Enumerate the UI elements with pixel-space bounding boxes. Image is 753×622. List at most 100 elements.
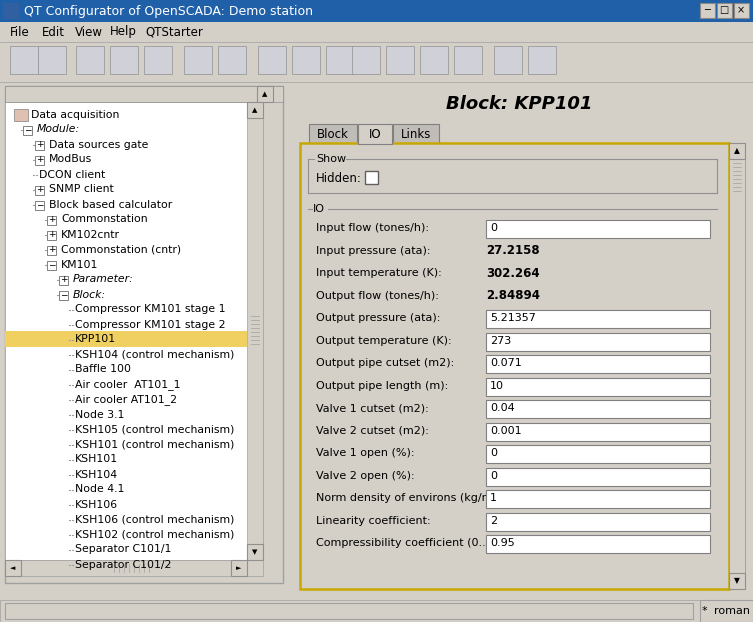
Text: Links: Links [401, 128, 431, 141]
Bar [486, 445, 710, 463]
Bar [486, 310, 710, 328]
Bar [486, 468, 710, 486]
Text: Output pipe length (m):: Output pipe length (m): [316, 381, 448, 391]
Bar [184, 46, 212, 74]
Text: Edit: Edit [42, 26, 65, 39]
Bar [734, 3, 749, 18]
Text: +: + [59, 275, 67, 284]
Text: 10: 10 [490, 381, 504, 391]
Bar [47, 261, 56, 269]
Text: Help: Help [110, 26, 137, 39]
Text: Input pressure (ata):: Input pressure (ata): [316, 246, 431, 256]
Bar [494, 46, 522, 74]
Bar [110, 46, 138, 74]
Bar [486, 333, 710, 351]
Bar [35, 141, 44, 149]
Text: +: + [47, 230, 55, 239]
Text: ▲: ▲ [252, 107, 258, 113]
Bar [486, 535, 710, 553]
Text: Separator C101/1: Separator C101/1 [75, 544, 172, 554]
Text: ▼: ▼ [252, 549, 258, 555]
Bar [5, 560, 21, 576]
Text: Baffle 100: Baffle 100 [75, 364, 131, 374]
Bar [231, 560, 247, 576]
Bar [59, 290, 68, 300]
Text: □: □ [719, 6, 729, 16]
Text: Hidden:: Hidden: [316, 172, 362, 185]
Text: DCON client: DCON client [39, 170, 105, 180]
Text: Data acquisition: Data acquisition [31, 109, 120, 119]
Bar [326, 46, 354, 74]
Text: ▲: ▲ [734, 147, 740, 156]
Bar [144, 46, 172, 74]
Text: ►: ► [236, 565, 242, 571]
Text: KSH104: KSH104 [75, 470, 118, 480]
Text: Commonstation (cntr): Commonstation (cntr) [61, 244, 181, 254]
Bar [454, 46, 482, 74]
Bar [486, 355, 710, 373]
Bar [0, 22, 753, 42]
Text: Data sources gate: Data sources gate [49, 139, 148, 149]
Text: ─: ─ [704, 6, 710, 16]
Text: Output pipe cutset (m2):: Output pipe cutset (m2): [316, 358, 454, 368]
Text: SNMP client: SNMP client [49, 185, 114, 195]
Bar [5, 102, 263, 560]
Text: 302.264: 302.264 [486, 267, 540, 280]
Text: +: + [47, 245, 55, 254]
Text: Valve 1 open (%):: Valve 1 open (%): [316, 448, 414, 458]
Bar [386, 46, 414, 74]
Text: Air cooler AT101_2: Air cooler AT101_2 [75, 394, 177, 405]
Bar [258, 46, 286, 74]
Text: IO: IO [369, 128, 381, 141]
Text: +: + [35, 140, 43, 149]
Bar [59, 276, 68, 284]
Bar [5, 331, 247, 347]
Bar [47, 231, 56, 239]
Text: Input flow (tones/h):: Input flow (tones/h): [316, 223, 429, 233]
Text: −: − [47, 260, 55, 269]
Text: Norm density of environs (kg/m3):: Norm density of environs (kg/m3): [316, 493, 508, 503]
Text: KSH101 (control mechanism): KSH101 (control mechanism) [75, 440, 234, 450]
Text: KM102cntr: KM102cntr [61, 230, 120, 239]
Text: 0.001: 0.001 [490, 425, 522, 436]
Bar [300, 143, 729, 589]
Text: Output pressure (ata):: Output pressure (ata): [316, 313, 441, 323]
Bar [420, 46, 448, 74]
Bar [247, 544, 263, 560]
Text: Valve 2 cutset (m2):: Valve 2 cutset (m2): [316, 425, 429, 436]
Text: ▲: ▲ [262, 91, 267, 97]
Bar [292, 46, 320, 74]
Text: Output temperature (K):: Output temperature (K): [316, 336, 452, 346]
Bar [5, 603, 693, 619]
Text: Block: Block [317, 128, 349, 141]
Text: KSH102 (control mechanism): KSH102 (control mechanism) [75, 529, 234, 539]
Bar [486, 400, 710, 418]
Text: 2: 2 [490, 516, 497, 526]
Bar [486, 513, 710, 531]
Bar [247, 560, 263, 576]
Bar [38, 46, 66, 74]
Bar [218, 46, 246, 74]
Bar [309, 124, 357, 144]
Text: Block based calculator: Block based calculator [49, 200, 172, 210]
Text: IO: IO [313, 204, 325, 214]
Bar [700, 3, 715, 18]
Bar [729, 573, 745, 589]
Text: KM101: KM101 [61, 259, 99, 269]
Bar [257, 86, 273, 102]
Text: *: * [702, 606, 708, 616]
Text: +: + [47, 215, 55, 224]
Bar [35, 200, 44, 210]
Text: Parameter:: Parameter: [73, 274, 134, 284]
Bar [729, 143, 745, 159]
Bar [3, 3, 19, 19]
Text: KSH106 (control mechanism): KSH106 (control mechanism) [75, 514, 234, 524]
Text: 5.21357: 5.21357 [490, 313, 536, 323]
Bar [5, 560, 247, 576]
Bar [486, 422, 710, 440]
Bar [23, 126, 32, 134]
Text: Node 4.1: Node 4.1 [75, 485, 124, 494]
Text: Block: KPP101: Block: KPP101 [447, 95, 593, 113]
Text: 273: 273 [490, 336, 511, 346]
Text: Output flow (tones/h):: Output flow (tones/h): [316, 290, 439, 301]
